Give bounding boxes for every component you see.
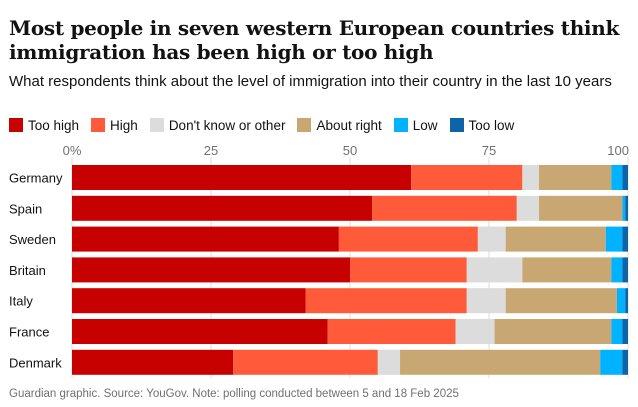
- category-label: Sweden: [9, 232, 56, 247]
- chart-subtitle: What respondents think about the level o…: [9, 73, 612, 90]
- bar-segment: [350, 257, 467, 283]
- category-label: Britain: [9, 263, 46, 278]
- bar-segment: [72, 349, 234, 375]
- legend-swatch: [149, 118, 164, 132]
- legend-item: Low: [393, 117, 438, 133]
- bar-segment: [477, 226, 506, 252]
- bar-segment: [622, 257, 628, 283]
- bar-segment: [233, 349, 378, 375]
- bar-segment: [516, 195, 540, 221]
- bar-segment: [539, 195, 623, 221]
- chart-title: Most people in seven western European co…: [9, 16, 620, 64]
- legend-label: About right: [316, 117, 382, 133]
- legend-swatch: [393, 118, 408, 132]
- bar-segment: [625, 195, 628, 221]
- bar-segment: [72, 257, 350, 283]
- bar-segment: [611, 257, 623, 283]
- bar-segment: [600, 349, 623, 375]
- x-tick-label: 0%: [63, 144, 82, 158]
- category-label: France: [9, 325, 49, 340]
- bar-segment: [327, 319, 456, 344]
- bar-segment: [72, 195, 373, 221]
- bar-segment: [455, 319, 495, 344]
- legend-swatch: [91, 118, 106, 132]
- bar-segment: [622, 165, 628, 190]
- bar-segment: [505, 288, 617, 314]
- legend-item: Too low: [449, 117, 515, 133]
- category-label: Spain: [9, 201, 42, 216]
- bar-segment: [72, 288, 306, 314]
- category-label: Italy: [9, 294, 33, 309]
- legend-label: Low: [412, 117, 438, 133]
- bar-segment: [522, 165, 540, 190]
- bar-segment: [622, 319, 628, 344]
- source-note: Guardian graphic. Source: YouGov. Note: …: [9, 388, 459, 400]
- bar-segment: [338, 226, 478, 252]
- bar-segment: [622, 349, 628, 375]
- legend-swatch: [449, 118, 464, 132]
- bar-segment: [400, 349, 601, 375]
- legend-swatch: [9, 118, 23, 132]
- legend-label: Too low: [468, 117, 515, 133]
- bar-segment: [72, 319, 328, 344]
- legend-label: Too high: [28, 117, 80, 133]
- bar-segment: [625, 288, 628, 314]
- bar-segment: [616, 288, 626, 314]
- x-tick-label: 100: [607, 144, 629, 158]
- bar-segment: [622, 226, 628, 252]
- x-tick-label: 75: [482, 144, 496, 158]
- legend-item: High: [91, 118, 138, 133]
- bar-segment: [494, 319, 612, 344]
- legend-label: Don't know or other: [168, 117, 286, 133]
- bar-segment: [411, 165, 523, 190]
- legend-item: About right: [297, 117, 382, 133]
- stacked-bar-chart: 0% 25 50 75 100 Germany Spain Sweden Britain Ital…: [9, 144, 629, 378]
- legend-label: High: [110, 117, 138, 133]
- bar-segment: [611, 165, 623, 190]
- bar-segment: [377, 349, 401, 375]
- category-label: Denmark: [9, 355, 62, 370]
- bar-segment: [505, 226, 606, 252]
- x-tick-label: 25: [204, 144, 218, 158]
- legend-item: Too high: [9, 118, 79, 133]
- legend-item: Don't know or other: [149, 117, 286, 133]
- bar-segment: [605, 226, 623, 252]
- legend: Too high High Don't know or other About rig…: [9, 116, 526, 134]
- bar-segment: [372, 195, 517, 221]
- bar-segment: [305, 288, 467, 314]
- bar-segment: [466, 257, 523, 283]
- bar-segment: [72, 165, 412, 190]
- bar-segment: [522, 257, 612, 283]
- bar-segment: [466, 288, 506, 314]
- legend-swatch: [297, 118, 312, 132]
- bar-segment: [539, 165, 612, 190]
- bar-segment: [72, 226, 339, 252]
- x-tick-label: 50: [343, 144, 357, 158]
- category-label: Germany: [9, 171, 63, 186]
- bar-segment: [622, 195, 626, 221]
- bar-segment: [611, 319, 623, 344]
